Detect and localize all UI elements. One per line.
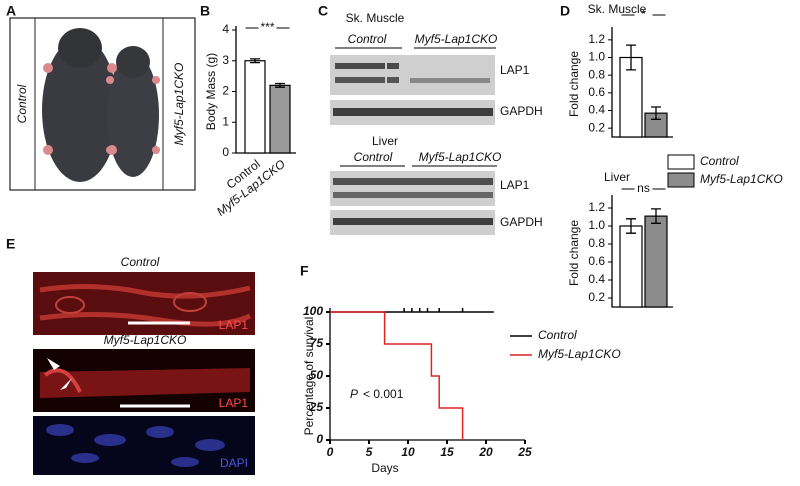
panel-label: B: [200, 3, 210, 19]
annotation: < 0.001: [363, 387, 404, 401]
x-tick-label: 25: [517, 445, 532, 459]
y-tick-label: 0: [316, 432, 323, 446]
mouse-photo: [9, 17, 196, 191]
y-tick-label: 0.2: [588, 290, 605, 304]
y-tick-label: 0: [222, 145, 229, 159]
blot-image: [330, 171, 495, 235]
blot-group: Control: [354, 150, 393, 164]
y-tick-label: 1.0: [588, 218, 605, 232]
y-tick-label: 0.8: [588, 67, 605, 81]
blot-group: Myf5-Lap1CKO: [415, 32, 498, 46]
photo-label: Control: [15, 84, 29, 123]
error-bar: [651, 208, 661, 224]
x-axis-label: Days: [371, 461, 398, 475]
image-label: Control: [121, 255, 160, 269]
legend-label: Myf5-Lap1CKO: [538, 347, 621, 361]
survival-line: [330, 311, 464, 440]
legend-swatch: [667, 172, 695, 188]
panel-label: F: [300, 263, 309, 279]
y-tick-label: 0.4: [588, 272, 605, 286]
stain-label: DAPI: [220, 456, 248, 470]
y-tick-label: 0.6: [588, 254, 605, 268]
y-tick-label: 1: [222, 114, 229, 128]
y-tick-label: 0.2: [588, 120, 605, 134]
bar: [619, 225, 643, 308]
panel-label: E: [6, 236, 15, 252]
blot-title: Sk. Muscle: [346, 11, 405, 25]
y-tick-label: 3: [222, 53, 229, 67]
y-tick-label: 50: [310, 368, 324, 382]
image-label: Myf5-Lap1CKO: [104, 333, 187, 347]
chart-title: Sk. Muscle: [588, 2, 647, 16]
micrograph: [33, 272, 255, 335]
y-tick-label: 0.8: [588, 236, 605, 250]
y-tick-label: 2: [222, 84, 229, 98]
x-tick-label: 20: [478, 445, 493, 459]
y-tick-label: 1.2: [588, 200, 605, 214]
x-tick-label: 10: [401, 445, 415, 459]
bar: [644, 215, 668, 308]
error-bar: [651, 106, 661, 120]
y-axis-label: Fold change: [567, 220, 581, 286]
bar: [269, 84, 291, 154]
band-label: GAPDH: [500, 104, 543, 118]
y-tick-label: 1.0: [588, 50, 605, 64]
panel-label: C: [318, 3, 328, 19]
y-axis-label: Body Mass (g): [204, 53, 218, 130]
legend-swatch: [667, 154, 695, 170]
y-axis-label: Fold change: [567, 51, 581, 117]
y-tick-label: 1.2: [588, 32, 605, 46]
error-bar: [250, 58, 260, 64]
y-tick-label: 75: [310, 336, 324, 350]
stain-label: LAP1: [219, 318, 249, 332]
band-label: GAPDH: [500, 215, 543, 229]
chart-title: Liver: [604, 170, 630, 184]
blot-title: Liver: [372, 134, 398, 148]
x-tick-label: 0: [327, 445, 334, 459]
axis: [329, 308, 525, 441]
blot-image: [330, 55, 495, 125]
blot-group: Myf5-Lap1CKO: [419, 150, 502, 164]
significance: ns: [637, 181, 650, 195]
error-bar: [626, 218, 636, 234]
stain-label: LAP1: [219, 396, 249, 410]
y-tick-label: 0.4: [588, 103, 605, 117]
legend-label: Myf5-Lap1CKO: [700, 172, 783, 186]
significance: *: [641, 7, 646, 21]
band-label: LAP1: [500, 178, 530, 192]
panel-label: D: [560, 3, 570, 19]
band-label: LAP1: [500, 63, 530, 77]
x-tick-label: 15: [440, 445, 454, 459]
photo-label: Myf5-Lap1CKO: [172, 63, 186, 146]
y-tick-label: 0.6: [588, 85, 605, 99]
legend-label: Control: [538, 328, 577, 342]
panel-label: A: [6, 3, 16, 19]
blot-group: Control: [348, 32, 387, 46]
significance: ***: [260, 20, 274, 34]
annotation-var: P: [350, 387, 358, 401]
legend-label: Control: [700, 154, 739, 168]
y-axis-label: Percentage of survival: [302, 317, 316, 436]
x-tick-label: 5: [366, 445, 373, 459]
bar: [244, 60, 266, 154]
error-bar: [626, 44, 636, 71]
error-bar: [275, 82, 285, 88]
micrograph: [33, 349, 255, 475]
y-tick-label: 100: [303, 304, 323, 318]
y-tick-label: 4: [222, 22, 229, 36]
y-tick-label: 25: [309, 400, 324, 414]
